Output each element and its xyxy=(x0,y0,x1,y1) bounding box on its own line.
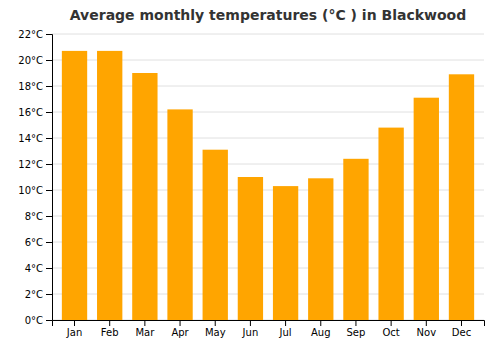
tick-mark xyxy=(46,294,52,295)
tick: Nov xyxy=(417,320,437,338)
tick-mark xyxy=(46,164,52,165)
tick-label: Apr xyxy=(171,327,189,338)
bar xyxy=(203,150,228,320)
tick-mark xyxy=(46,242,52,243)
tick: Oct xyxy=(382,320,399,338)
bar xyxy=(62,51,87,320)
tick-label: 12°C xyxy=(18,159,43,170)
bar xyxy=(378,128,403,320)
tick-mark xyxy=(109,320,110,326)
tick-label: 10°C xyxy=(18,185,43,196)
tick: Feb xyxy=(101,320,119,338)
tick: 20°C xyxy=(18,55,52,66)
tick-label: 18°C xyxy=(18,81,43,92)
tick-label: 6°C xyxy=(25,237,43,248)
tick-mark xyxy=(250,320,251,326)
tick: Jul xyxy=(279,320,292,338)
plot: 0°C 2°C 4°C 6°C 8°C 10°C 12°C 14°C 16°C 18°C 20°C 2… xyxy=(18,29,484,338)
tick-mark xyxy=(46,320,52,321)
tick-label: Aug xyxy=(311,327,331,338)
bar xyxy=(97,51,122,320)
tick-label: Jun xyxy=(242,327,259,338)
tick: 2°C xyxy=(25,289,52,300)
tick: Jun xyxy=(242,320,259,338)
tick-mark xyxy=(46,216,52,217)
tick-label: Dec xyxy=(452,327,471,338)
tick: 12°C xyxy=(18,159,52,170)
tick-mark xyxy=(46,268,52,269)
bar xyxy=(449,74,474,320)
bar xyxy=(167,109,192,320)
tick-mark xyxy=(320,320,321,326)
tick-mark xyxy=(285,320,286,326)
x-axis: Jan Feb Mar Apr May Jun Jul Aug Sep Oct Nov Dec xyxy=(53,320,485,338)
tick-label: 22°C xyxy=(18,29,43,40)
tick-label: 4°C xyxy=(25,263,43,274)
tick-label: Jan xyxy=(66,327,82,338)
tick: May xyxy=(205,320,226,338)
tick-mark xyxy=(46,34,52,35)
y-axis: 0°C 2°C 4°C 6°C 8°C 10°C 12°C 14°C 16°C 18°C 20°C 2… xyxy=(18,29,52,326)
tick-label: May xyxy=(205,327,226,338)
bar xyxy=(308,178,333,320)
tick-label: Oct xyxy=(382,327,399,338)
tick: Sep xyxy=(347,320,366,338)
tick-mark xyxy=(426,320,427,326)
bar xyxy=(238,177,263,320)
tick: 10°C xyxy=(18,185,52,196)
tick: 14°C xyxy=(18,133,52,144)
tick: Dec xyxy=(452,320,471,338)
tick: 0°C xyxy=(25,315,52,326)
tick-label: 0°C xyxy=(25,315,43,326)
tick-label: 8°C xyxy=(25,211,43,222)
bar xyxy=(343,159,368,320)
tick: 4°C xyxy=(25,263,52,274)
tick-label: Feb xyxy=(101,327,119,338)
tick-label: Mar xyxy=(135,327,155,338)
tick: 16°C xyxy=(18,107,52,118)
tick-label: Sep xyxy=(347,327,366,338)
tick-mark xyxy=(461,320,462,326)
tick-mark xyxy=(144,320,145,326)
grid xyxy=(52,34,484,320)
tick: Jan xyxy=(66,320,82,338)
tick-label: 16°C xyxy=(18,107,43,118)
tick: Aug xyxy=(311,320,331,338)
chart: 0°C 2°C 4°C 6°C 8°C 10°C 12°C 14°C 16°C 18°C 20°C 2… xyxy=(0,0,500,350)
tick-label: Jul xyxy=(279,327,292,338)
bars xyxy=(62,51,474,320)
tick-mark xyxy=(391,320,392,326)
bar xyxy=(132,73,157,320)
tick: 22°C xyxy=(18,29,52,40)
tick-mark xyxy=(215,320,216,326)
tick-mark xyxy=(46,86,52,87)
tick-mark xyxy=(355,320,356,326)
axis-line xyxy=(53,321,485,327)
title: Average monthly temperatures (°C ) in Bl… xyxy=(70,7,466,23)
tick: 6°C xyxy=(25,237,52,248)
tick: 8°C xyxy=(25,211,52,222)
tick-mark xyxy=(46,112,52,113)
tick-label: 14°C xyxy=(18,133,43,144)
tick: Mar xyxy=(135,320,155,338)
tick-label: 2°C xyxy=(25,289,43,300)
tick-label: Nov xyxy=(417,327,437,338)
tick: Apr xyxy=(171,320,189,338)
tick-mark xyxy=(46,190,52,191)
bar xyxy=(414,98,439,320)
bar xyxy=(273,186,298,320)
grid-line xyxy=(52,34,484,35)
tick-mark xyxy=(46,138,52,139)
tick-mark xyxy=(180,320,181,326)
tick-label: 20°C xyxy=(18,55,43,66)
axis-line xyxy=(46,35,53,321)
tick-mark xyxy=(74,320,75,326)
tick: 18°C xyxy=(18,81,52,92)
tick-mark xyxy=(46,60,52,61)
